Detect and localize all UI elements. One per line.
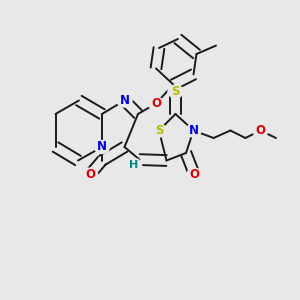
Ellipse shape xyxy=(82,167,98,182)
Text: O: O xyxy=(151,97,161,110)
Text: S: S xyxy=(155,124,163,137)
Text: H: H xyxy=(130,160,139,170)
Ellipse shape xyxy=(185,123,202,138)
Text: S: S xyxy=(171,85,180,98)
Ellipse shape xyxy=(116,93,133,108)
Text: O: O xyxy=(255,124,266,137)
Ellipse shape xyxy=(148,96,164,111)
Text: O: O xyxy=(189,168,200,181)
Text: N: N xyxy=(119,94,130,107)
Ellipse shape xyxy=(126,158,142,172)
Ellipse shape xyxy=(94,140,110,154)
Text: O: O xyxy=(85,168,95,181)
Ellipse shape xyxy=(151,123,167,138)
Ellipse shape xyxy=(167,84,184,99)
Text: N: N xyxy=(97,140,107,154)
Ellipse shape xyxy=(252,123,269,138)
Text: N: N xyxy=(188,124,199,137)
Ellipse shape xyxy=(186,167,203,182)
